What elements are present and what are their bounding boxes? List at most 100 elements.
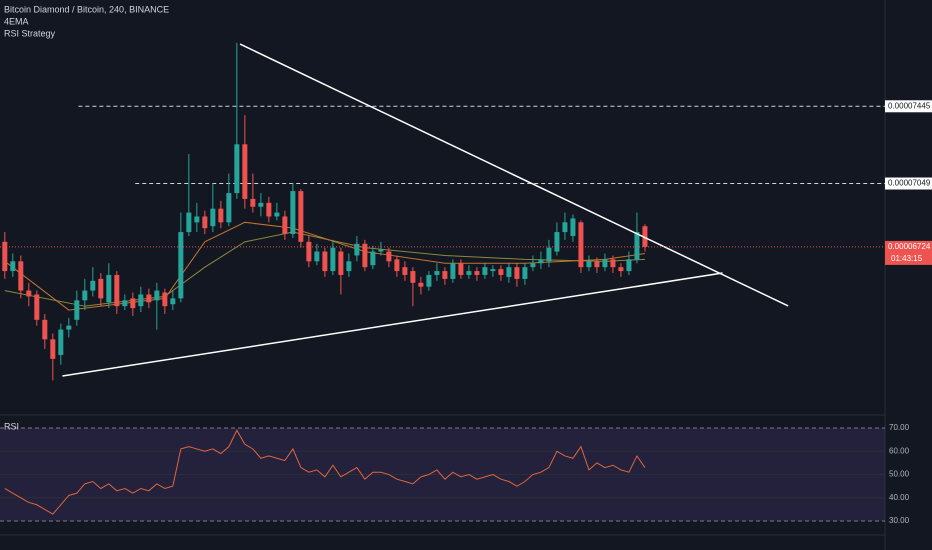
candle-body [18, 261, 24, 291]
candle-body [250, 198, 256, 207]
candle-body [74, 300, 80, 320]
candle-body [26, 290, 32, 297]
candle-body [306, 241, 312, 262]
candle-body [146, 294, 152, 303]
price-tag [885, 177, 932, 190]
candle-body [490, 269, 496, 272]
rsi-line [4, 429, 646, 515]
candle-body [474, 271, 480, 275]
rsi-title: RSI [4, 421, 19, 431]
candle-body [394, 259, 400, 272]
candle-body [610, 259, 616, 268]
candle-body [10, 261, 16, 272]
candle-body [66, 325, 72, 330]
candle-body [482, 267, 488, 275]
candle-body [346, 261, 352, 272]
candle-body [258, 202, 264, 207]
candle-body [362, 243, 368, 268]
candle-body [218, 208, 224, 223]
candle-body [578, 222, 584, 268]
candle-body [290, 191, 296, 235]
candle-body [154, 290, 160, 301]
candle-body [82, 290, 88, 301]
candle-body [458, 263, 464, 275]
candle-body [162, 292, 168, 307]
candle-body [530, 263, 536, 268]
candle-body [50, 339, 56, 359]
candle-body [434, 271, 440, 275]
candle-body [562, 222, 568, 233]
candle-body [634, 232, 640, 260]
candle-body [138, 294, 144, 307]
candle-body [130, 298, 136, 309]
study-label: 4EMA [4, 16, 29, 26]
candle-body [626, 259, 632, 272]
candle-body [538, 259, 544, 264]
grid [0, 427, 885, 522]
candle-body [522, 267, 528, 279]
candle-body [2, 241, 8, 272]
candle-body [282, 216, 288, 235]
candle-body [570, 218, 576, 236]
rsi-tick-label: 60.00 [889, 446, 910, 455]
candle-body [194, 216, 200, 223]
candle-body [122, 300, 128, 307]
candle-body [114, 274, 120, 307]
candle-body [42, 319, 48, 340]
candle-body [402, 267, 408, 275]
candle-body [226, 193, 232, 223]
candle-body [410, 271, 416, 283]
candle-body [442, 271, 448, 279]
candle-body [586, 261, 592, 268]
last-price-tag [885, 240, 932, 265]
trendline [239, 43, 789, 307]
candle-body [242, 144, 248, 199]
rsi-tick-label: 40.00 [889, 493, 910, 502]
candle-body [418, 282, 424, 287]
candle-body [514, 267, 520, 279]
rsi-tick-label: 30.00 [889, 516, 910, 525]
price-tag-label: 0.00007049 [888, 179, 931, 188]
candle-body [178, 232, 184, 299]
labels: 30.00 40.00 50.00 60.00 70.00 0.00007445 0.000… [885, 100, 932, 525]
candle-body [546, 247, 552, 262]
candle-body [378, 249, 384, 252]
candle-body [90, 280, 96, 291]
marks [0, 42, 885, 515]
candle-body [370, 251, 376, 266]
candle-body [338, 251, 344, 275]
chart-title: Bitcoin Diamond / Bitcoin, 240, BINANCE [4, 4, 169, 14]
study-label: RSI Strategy [4, 28, 56, 38]
trendline [62, 272, 723, 377]
candle-body [274, 212, 280, 217]
rsi-tick-label: 50.00 [889, 470, 910, 479]
candle-body [58, 329, 64, 355]
candle-body [330, 247, 336, 272]
candle-body [554, 232, 560, 252]
candle-body [202, 216, 208, 229]
candle-body [594, 261, 600, 268]
price-tag-label: 0.00007445 [888, 101, 931, 110]
candle-body [234, 144, 240, 194]
candle-body [426, 274, 432, 287]
candle-body [386, 251, 392, 262]
candle-body [186, 212, 192, 233]
candle-body [210, 208, 216, 227]
candle-body [450, 263, 456, 279]
candle-body [298, 191, 304, 242]
last-price-label: 0.00006724 [888, 242, 931, 251]
price-tag [885, 100, 932, 113]
candle-body [314, 251, 320, 262]
candle-body [506, 267, 512, 277]
candle-body [266, 202, 272, 217]
candle-body [498, 269, 504, 275]
candle-body [354, 243, 360, 256]
candle-body [466, 271, 472, 275]
candle-body [322, 251, 328, 272]
candle-body [106, 274, 112, 303]
candle-body [170, 298, 176, 305]
rsi-tick-label: 70.00 [889, 423, 910, 432]
candle-body [34, 294, 40, 320]
candle-body [602, 259, 608, 268]
